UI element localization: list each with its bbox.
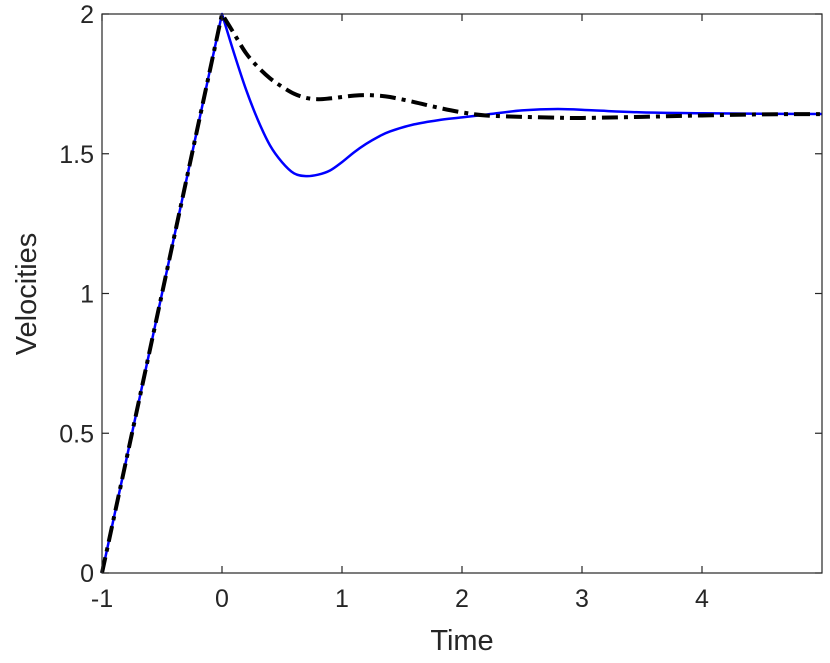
y-tick-labels: 0 0.5 1 1.5 2 <box>59 1 94 588</box>
x-tick-label: 2 <box>455 585 469 613</box>
x-tick-labels: -1 0 1 2 3 4 <box>91 585 709 613</box>
y-tick-label: 2 <box>80 1 94 29</box>
x-tick-label: 0 <box>215 585 229 613</box>
x-tick-label: 1 <box>335 585 349 613</box>
axes-frame <box>101 13 823 574</box>
x-axis-label: Time <box>430 625 493 657</box>
x-tick-label: -1 <box>91 585 113 613</box>
y-tick-label: 0 <box>80 560 94 588</box>
x-tick-label: 4 <box>695 585 709 613</box>
y-axis-label: Velocities <box>11 233 43 356</box>
series-line-black-dashdot <box>100 12 823 574</box>
y-tick-label: 1 <box>80 281 94 309</box>
x-tick-label: 3 <box>575 585 589 613</box>
series-line-blue-solid <box>100 12 823 574</box>
y-tick-label: 1.5 <box>59 141 94 169</box>
y-tick-label: 0.5 <box>59 420 94 448</box>
axis-ticks <box>101 13 822 574</box>
plot-area <box>100 12 823 574</box>
